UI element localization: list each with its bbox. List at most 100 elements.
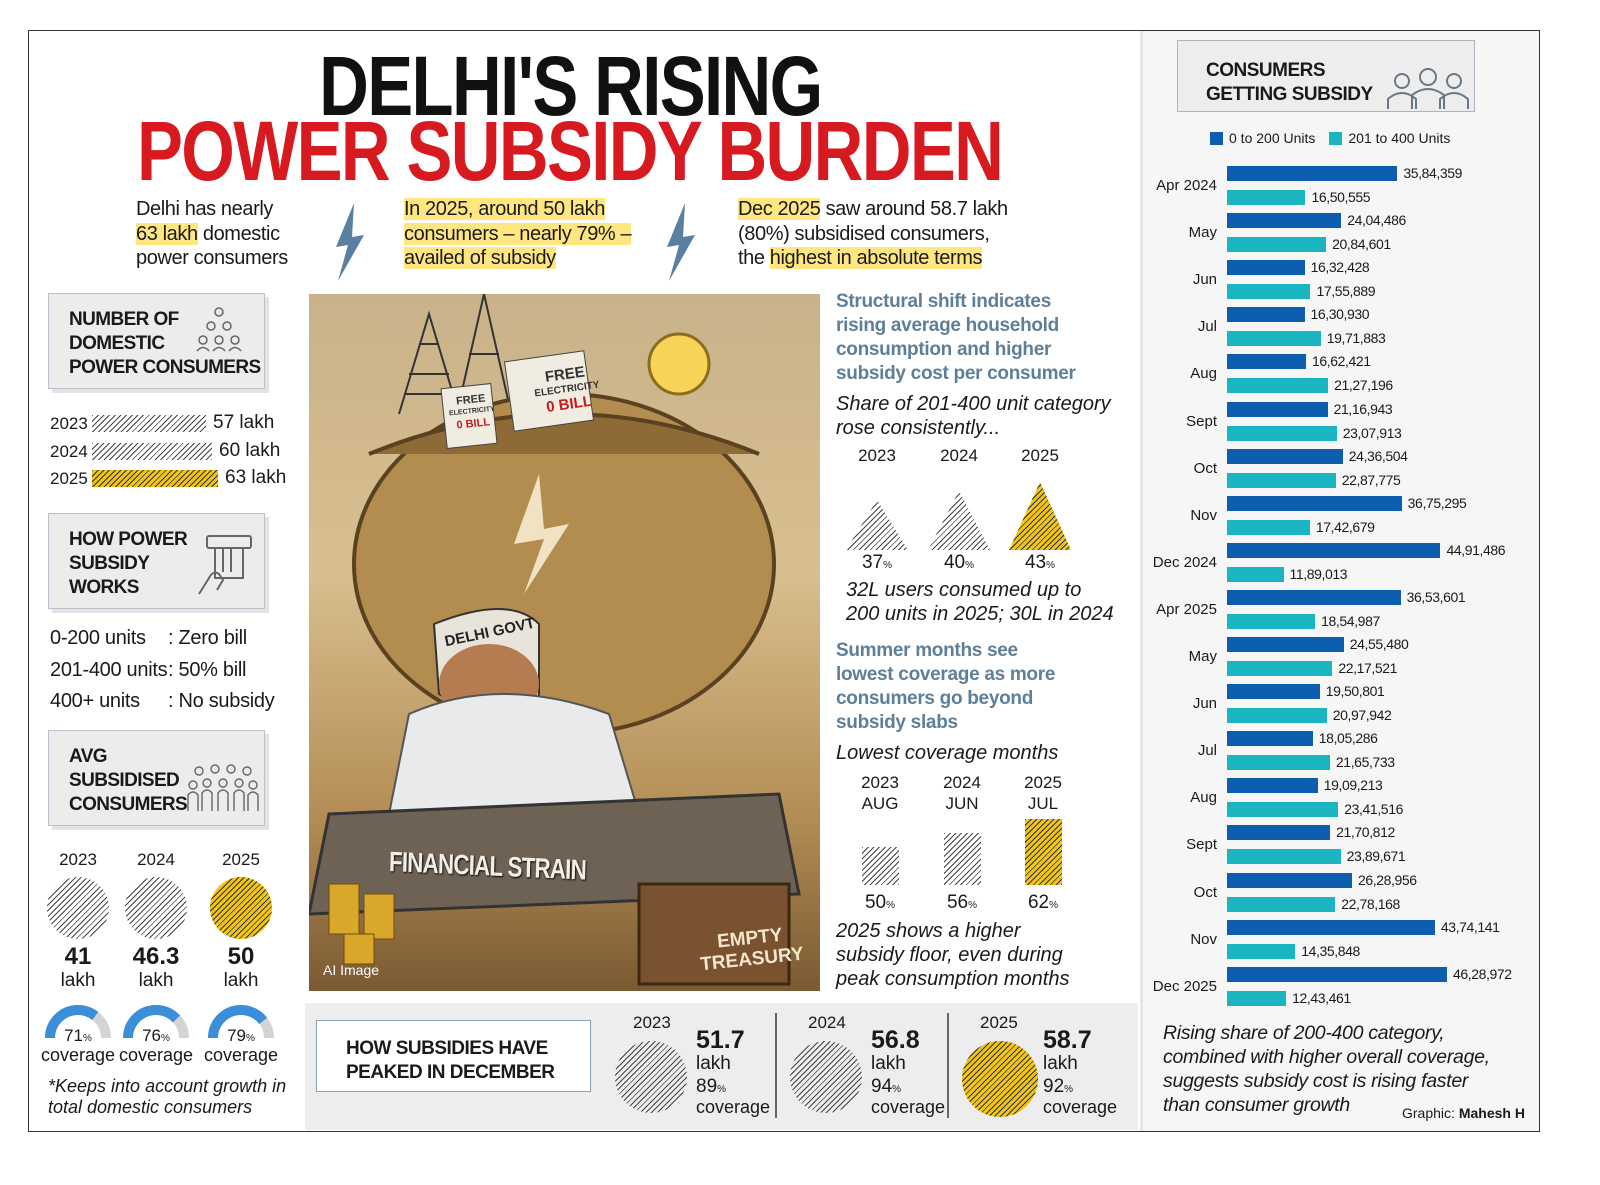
bar-0-200 bbox=[1227, 354, 1306, 370]
coin-stacks bbox=[328, 883, 395, 965]
bar-0-200 bbox=[1227, 872, 1352, 888]
bar-value-label: 19,09,213 bbox=[1323, 777, 1383, 794]
bar-0-200 bbox=[1227, 401, 1328, 417]
coverage-label: coverage bbox=[203, 1045, 279, 1065]
power-tower-icon bbox=[398, 294, 510, 415]
intro-consumers: Delhi has nearly 63 lakh domestic power … bbox=[136, 197, 288, 271]
bar-201-400 bbox=[1227, 566, 1284, 582]
bar-201-400 bbox=[1227, 425, 1337, 441]
december-value: 58.7 bbox=[1043, 1026, 1092, 1054]
share-value: 43 bbox=[1024, 552, 1047, 573]
summer-note: 2025 shows a higher subsidy floor, even d… bbox=[836, 920, 1070, 990]
bar-0-200 bbox=[1227, 307, 1305, 323]
bar-value-label: 19,50,801 bbox=[1325, 683, 1385, 700]
people-pyramid-icon bbox=[196, 307, 242, 352]
crowd-icon bbox=[187, 764, 259, 811]
summer-month-label: AUG bbox=[861, 794, 899, 813]
intro-2025: In 2025, around 50 lakh consumers – near… bbox=[404, 197, 632, 271]
consumer-year-label: 2025 bbox=[50, 469, 88, 488]
illustration-graphic bbox=[309, 294, 801, 986]
bar-value-label: 21,16,943 bbox=[1333, 400, 1393, 417]
bar-category-label: Jul bbox=[1197, 742, 1217, 760]
bar-category-label: Jun bbox=[1192, 695, 1217, 713]
intro-highlight: In 2025, around 50 lakh bbox=[404, 198, 605, 220]
percent-sign: % bbox=[1064, 1084, 1074, 1095]
bar-value-label: 36,53,601 bbox=[1406, 588, 1466, 605]
share-year-label: 2023 bbox=[858, 446, 896, 465]
legend-label-201-400: 201 to 400 Units bbox=[1348, 130, 1451, 146]
bar-0-200 bbox=[1227, 260, 1305, 276]
bar-201-400 bbox=[1227, 849, 1341, 865]
meter-hand-icon bbox=[198, 535, 252, 595]
coverage-percent: 71% bbox=[48, 1026, 108, 1046]
december-coverage-label: coverage bbox=[696, 1097, 771, 1117]
bar-201-400 bbox=[1227, 190, 1306, 205]
intro-text: domestic bbox=[197, 222, 280, 245]
bar-category-label: Sept bbox=[1186, 412, 1217, 430]
coverage-gauge-fill bbox=[123, 1005, 189, 1039]
summer-year-label: 2025 bbox=[1024, 773, 1062, 792]
ai-illustration: FREE ELECTRICITY 0 BILL FREE ELECTRICITY 0 B… bbox=[309, 294, 820, 991]
bar-category-label: Aug bbox=[1190, 789, 1217, 807]
bar-value-label: 26,28,956 bbox=[1357, 871, 1417, 888]
bar-value-label: 21,65,733 bbox=[1335, 754, 1395, 771]
intro-highlight: consumers – nearly 79% – bbox=[404, 222, 632, 245]
bar-0-200 bbox=[1227, 448, 1343, 464]
share-percent: 43% bbox=[1010, 552, 1070, 574]
ai-image-credit: AI Image bbox=[323, 962, 380, 978]
bar-category-label: Apr 2025 bbox=[1156, 600, 1217, 618]
coverage-gauge bbox=[208, 1005, 274, 1039]
avg-unit: lakh bbox=[60, 970, 96, 991]
bar-201-400 bbox=[1227, 237, 1327, 253]
legend-swatch-201-400 bbox=[1329, 131, 1343, 145]
bar-value-label: 23,41,516 bbox=[1344, 801, 1403, 818]
december-year-label: 2023 bbox=[633, 1013, 671, 1032]
percent-sign: % bbox=[1049, 900, 1059, 911]
percent-sign: % bbox=[1046, 560, 1056, 571]
bar-category-label: Aug bbox=[1190, 365, 1217, 383]
bar-category-label: Nov bbox=[1190, 506, 1217, 524]
bar-category-label: Dec 2024 bbox=[1152, 553, 1217, 571]
percent-sign: % bbox=[883, 560, 893, 571]
percent-sign: % bbox=[717, 1084, 727, 1095]
bar-201-400 bbox=[1227, 990, 1287, 1006]
bar-0-200 bbox=[1227, 778, 1318, 794]
summer-percent: 50% bbox=[850, 892, 910, 914]
subsidy-rule-bill: : 50% bill bbox=[168, 658, 247, 681]
lightning-bolt-icon bbox=[667, 203, 695, 281]
december-circle bbox=[962, 1041, 1038, 1117]
bar-value-label: 35,84,359 bbox=[1403, 165, 1463, 181]
bar-category-label: Apr 2024 bbox=[1156, 177, 1217, 194]
bar-201-400 bbox=[1227, 519, 1310, 535]
coverage-percent: 79% bbox=[211, 1026, 271, 1046]
bar-value-label: 21,70,812 bbox=[1336, 824, 1395, 841]
avg-year-label: 2024 bbox=[137, 850, 175, 869]
bar-value-label: 24,55,480 bbox=[1349, 636, 1409, 652]
summer-bar bbox=[944, 833, 981, 885]
bar-201-400 bbox=[1227, 708, 1327, 724]
intro-text: Delhi has nearly bbox=[136, 198, 274, 220]
avg-circle bbox=[210, 877, 272, 939]
summer-value: 62 bbox=[1027, 892, 1050, 913]
percent-sign: % bbox=[892, 1084, 902, 1095]
avg-value: 41 bbox=[64, 943, 92, 970]
december-value: 56.8 bbox=[871, 1026, 920, 1054]
intro-text: (80%) subsidised consumers, bbox=[738, 222, 990, 245]
subsidy-rule-bill: : No subsidy bbox=[168, 690, 275, 712]
intro-text: saw around 58.7 lakh bbox=[820, 198, 1009, 220]
coverage-percent: 76% bbox=[126, 1026, 186, 1046]
avg-year-label: 2023 bbox=[59, 850, 97, 869]
lightning-bolt-icon bbox=[514, 474, 569, 594]
summer-subheading: Lowest coverage months bbox=[836, 742, 1059, 764]
share-value: 37 bbox=[861, 552, 884, 573]
bar-0-200 bbox=[1227, 637, 1344, 652]
bar-value-label: 16,50,555 bbox=[1311, 189, 1371, 205]
bar-value-label: 22,17,521 bbox=[1338, 660, 1398, 676]
bar-0-200 bbox=[1227, 966, 1447, 982]
infographic-frame bbox=[28, 30, 1540, 1132]
percent-sign: % bbox=[965, 560, 975, 571]
bar-value-label: 43,74,141 bbox=[1440, 918, 1500, 935]
december-divider bbox=[947, 1013, 949, 1118]
december-unit: lakh bbox=[1043, 1053, 1078, 1074]
bar-201-400 bbox=[1227, 943, 1296, 959]
